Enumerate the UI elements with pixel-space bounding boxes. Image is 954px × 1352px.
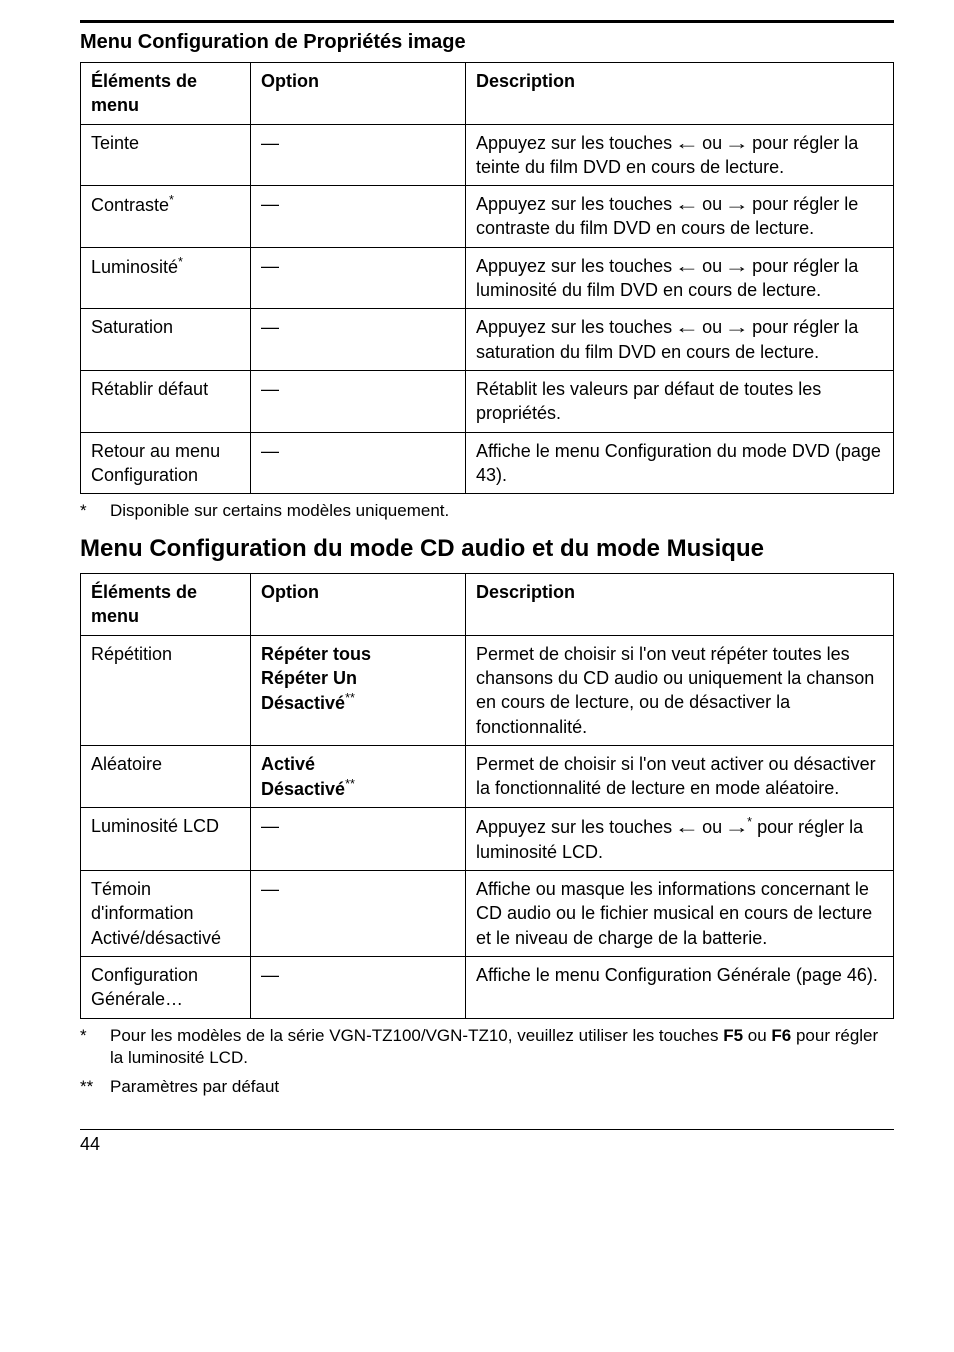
section2-footnote2: **Paramètres par défaut (80, 1076, 894, 1099)
option-value: Désactivé (261, 779, 345, 799)
s1-header-option: Option (251, 63, 466, 125)
table-row: AléatoireActivéDésactivé**Permet de choi… (81, 745, 894, 808)
image-properties-table: Éléments de menu Option Description Tein… (80, 62, 894, 494)
menu-item: Retour au menu Configuration (81, 432, 251, 494)
footnote1-b1: F5 (723, 1026, 743, 1045)
menu-item: Répétition (81, 635, 251, 745)
description-cell: Affiche le menu Configuration du mode DV… (466, 432, 894, 494)
section2-title: Menu Configuration du mode CD audio et d… (80, 535, 894, 563)
option-value: — (261, 816, 279, 836)
option-cell: — (251, 956, 466, 1018)
option-cell: — (251, 247, 466, 309)
table-row: Teinte—Appuyez sur les touches ← ou → po… (81, 124, 894, 186)
footnote1-mid: ou (743, 1026, 771, 1045)
option-value: Désactivé (261, 693, 345, 713)
option-cell: Répéter tousRépéter UnDésactivé** (251, 635, 466, 745)
menu-item: Témoin d'information Activé/désactivé (81, 871, 251, 957)
option-cell: — (251, 370, 466, 432)
description-cell: Appuyez sur les touches ← ou → pour régl… (466, 186, 894, 248)
menu-item: Configuration Générale… (81, 956, 251, 1018)
right-arrow-icon: → (725, 192, 750, 216)
table-row: Luminosité LCD — Appuyez sur les touches ←… (81, 808, 894, 871)
menu-item: Saturation (81, 309, 251, 371)
menu-item: Teinte (81, 124, 251, 186)
description-cell: Appuyez sur les touches ← ou → pour régl… (466, 309, 894, 371)
table-row: Retour au menu Configuration—Affiche le … (81, 432, 894, 494)
footnote-mark: * (80, 500, 110, 523)
left-arrow-icon: ← (675, 131, 700, 155)
menu-item: Luminosité* (81, 247, 251, 309)
description-cell: Appuyez sur les touches ← ou → pour régl… (466, 247, 894, 309)
right-arrow-icon: → (725, 815, 750, 839)
table-row: Témoin d'information Activé/désactivé — Af… (81, 871, 894, 957)
page-number: 44 (80, 1130, 894, 1155)
section2-footnote1: *Pour les modèles de la série VGN-TZ100/… (80, 1025, 894, 1071)
description-cell: Affiche ou masque les informations conce… (466, 871, 894, 957)
section1-title: Menu Configuration de Propriétés image (80, 31, 894, 54)
menu-item: Luminosité LCD (81, 808, 251, 871)
option-cell: — (251, 309, 466, 371)
footnote2-mark: ** (80, 1076, 110, 1099)
footnote2-text: Paramètres par défaut (110, 1077, 279, 1096)
menu-item: Aléatoire (81, 745, 251, 808)
left-arrow-icon: ← (675, 815, 700, 839)
option-cell: — (251, 186, 466, 248)
option-cell: — (251, 432, 466, 494)
table-row: Répétition Répéter tous Répéter Un Désactiv… (81, 635, 894, 745)
left-arrow-icon: ← (675, 192, 700, 216)
cd-music-table: Éléments de menu Option Description Répé… (80, 573, 894, 1018)
s1-header-item: Éléments de menu (81, 63, 251, 125)
table-row: Contraste*—Appuyez sur les touches ← ou … (81, 186, 894, 248)
option-value: Répéter tous (261, 644, 371, 664)
table-row: Rétablir défaut—Rétablit les valeurs par… (81, 370, 894, 432)
left-arrow-icon: ← (675, 254, 700, 278)
option-cell: — (251, 871, 466, 957)
description-cell: Permet de choisir si l'on veut activer o… (466, 745, 894, 808)
right-arrow-icon: → (725, 254, 750, 278)
right-arrow-icon: → (725, 131, 750, 155)
option-cell: ActivéDésactivé** (251, 745, 466, 808)
s1-header-desc: Description (466, 63, 894, 125)
option-value: Activé (261, 754, 315, 774)
s2-header-option: Option (251, 574, 466, 636)
left-arrow-icon: ← (675, 315, 700, 339)
s2-header-item: Éléments de menu (81, 574, 251, 636)
description-cell: Appuyez sur les touches ← ou →* pour rég… (466, 808, 894, 871)
table-row: Saturation—Appuyez sur les touches ← ou … (81, 309, 894, 371)
menu-item: Rétablir défaut (81, 370, 251, 432)
description-cell: Permet de choisir si l'on veut répéter t… (466, 635, 894, 745)
option-value: — (261, 879, 279, 899)
description-cell: Appuyez sur les touches ← ou → pour régl… (466, 124, 894, 186)
section1-footnote: *Disponible sur certains modèles uniquem… (80, 500, 894, 523)
s2-header-desc: Description (466, 574, 894, 636)
table-row: Luminosité*—Appuyez sur les touches ← ou… (81, 247, 894, 309)
footnote1-b2: F6 (771, 1026, 791, 1045)
table-row: Configuration Générale… — Affiche le menu … (81, 956, 894, 1018)
description-cell: Affiche le menu Configuration Générale (… (466, 956, 894, 1018)
description-cell: Rétablit les valeurs par défaut de toute… (466, 370, 894, 432)
right-arrow-icon: → (725, 315, 750, 339)
option-cell: — (251, 124, 466, 186)
footnote-text: Disponible sur certains modèles uniqueme… (110, 501, 449, 520)
option-value: Répéter Un (261, 668, 357, 688)
option-cell: — (251, 808, 466, 871)
menu-item: Contraste* (81, 186, 251, 248)
footnote1-mark: * (80, 1025, 110, 1048)
option-value: — (261, 965, 279, 985)
footnote1-pre: Pour les modèles de la série VGN-TZ100/V… (110, 1026, 723, 1045)
